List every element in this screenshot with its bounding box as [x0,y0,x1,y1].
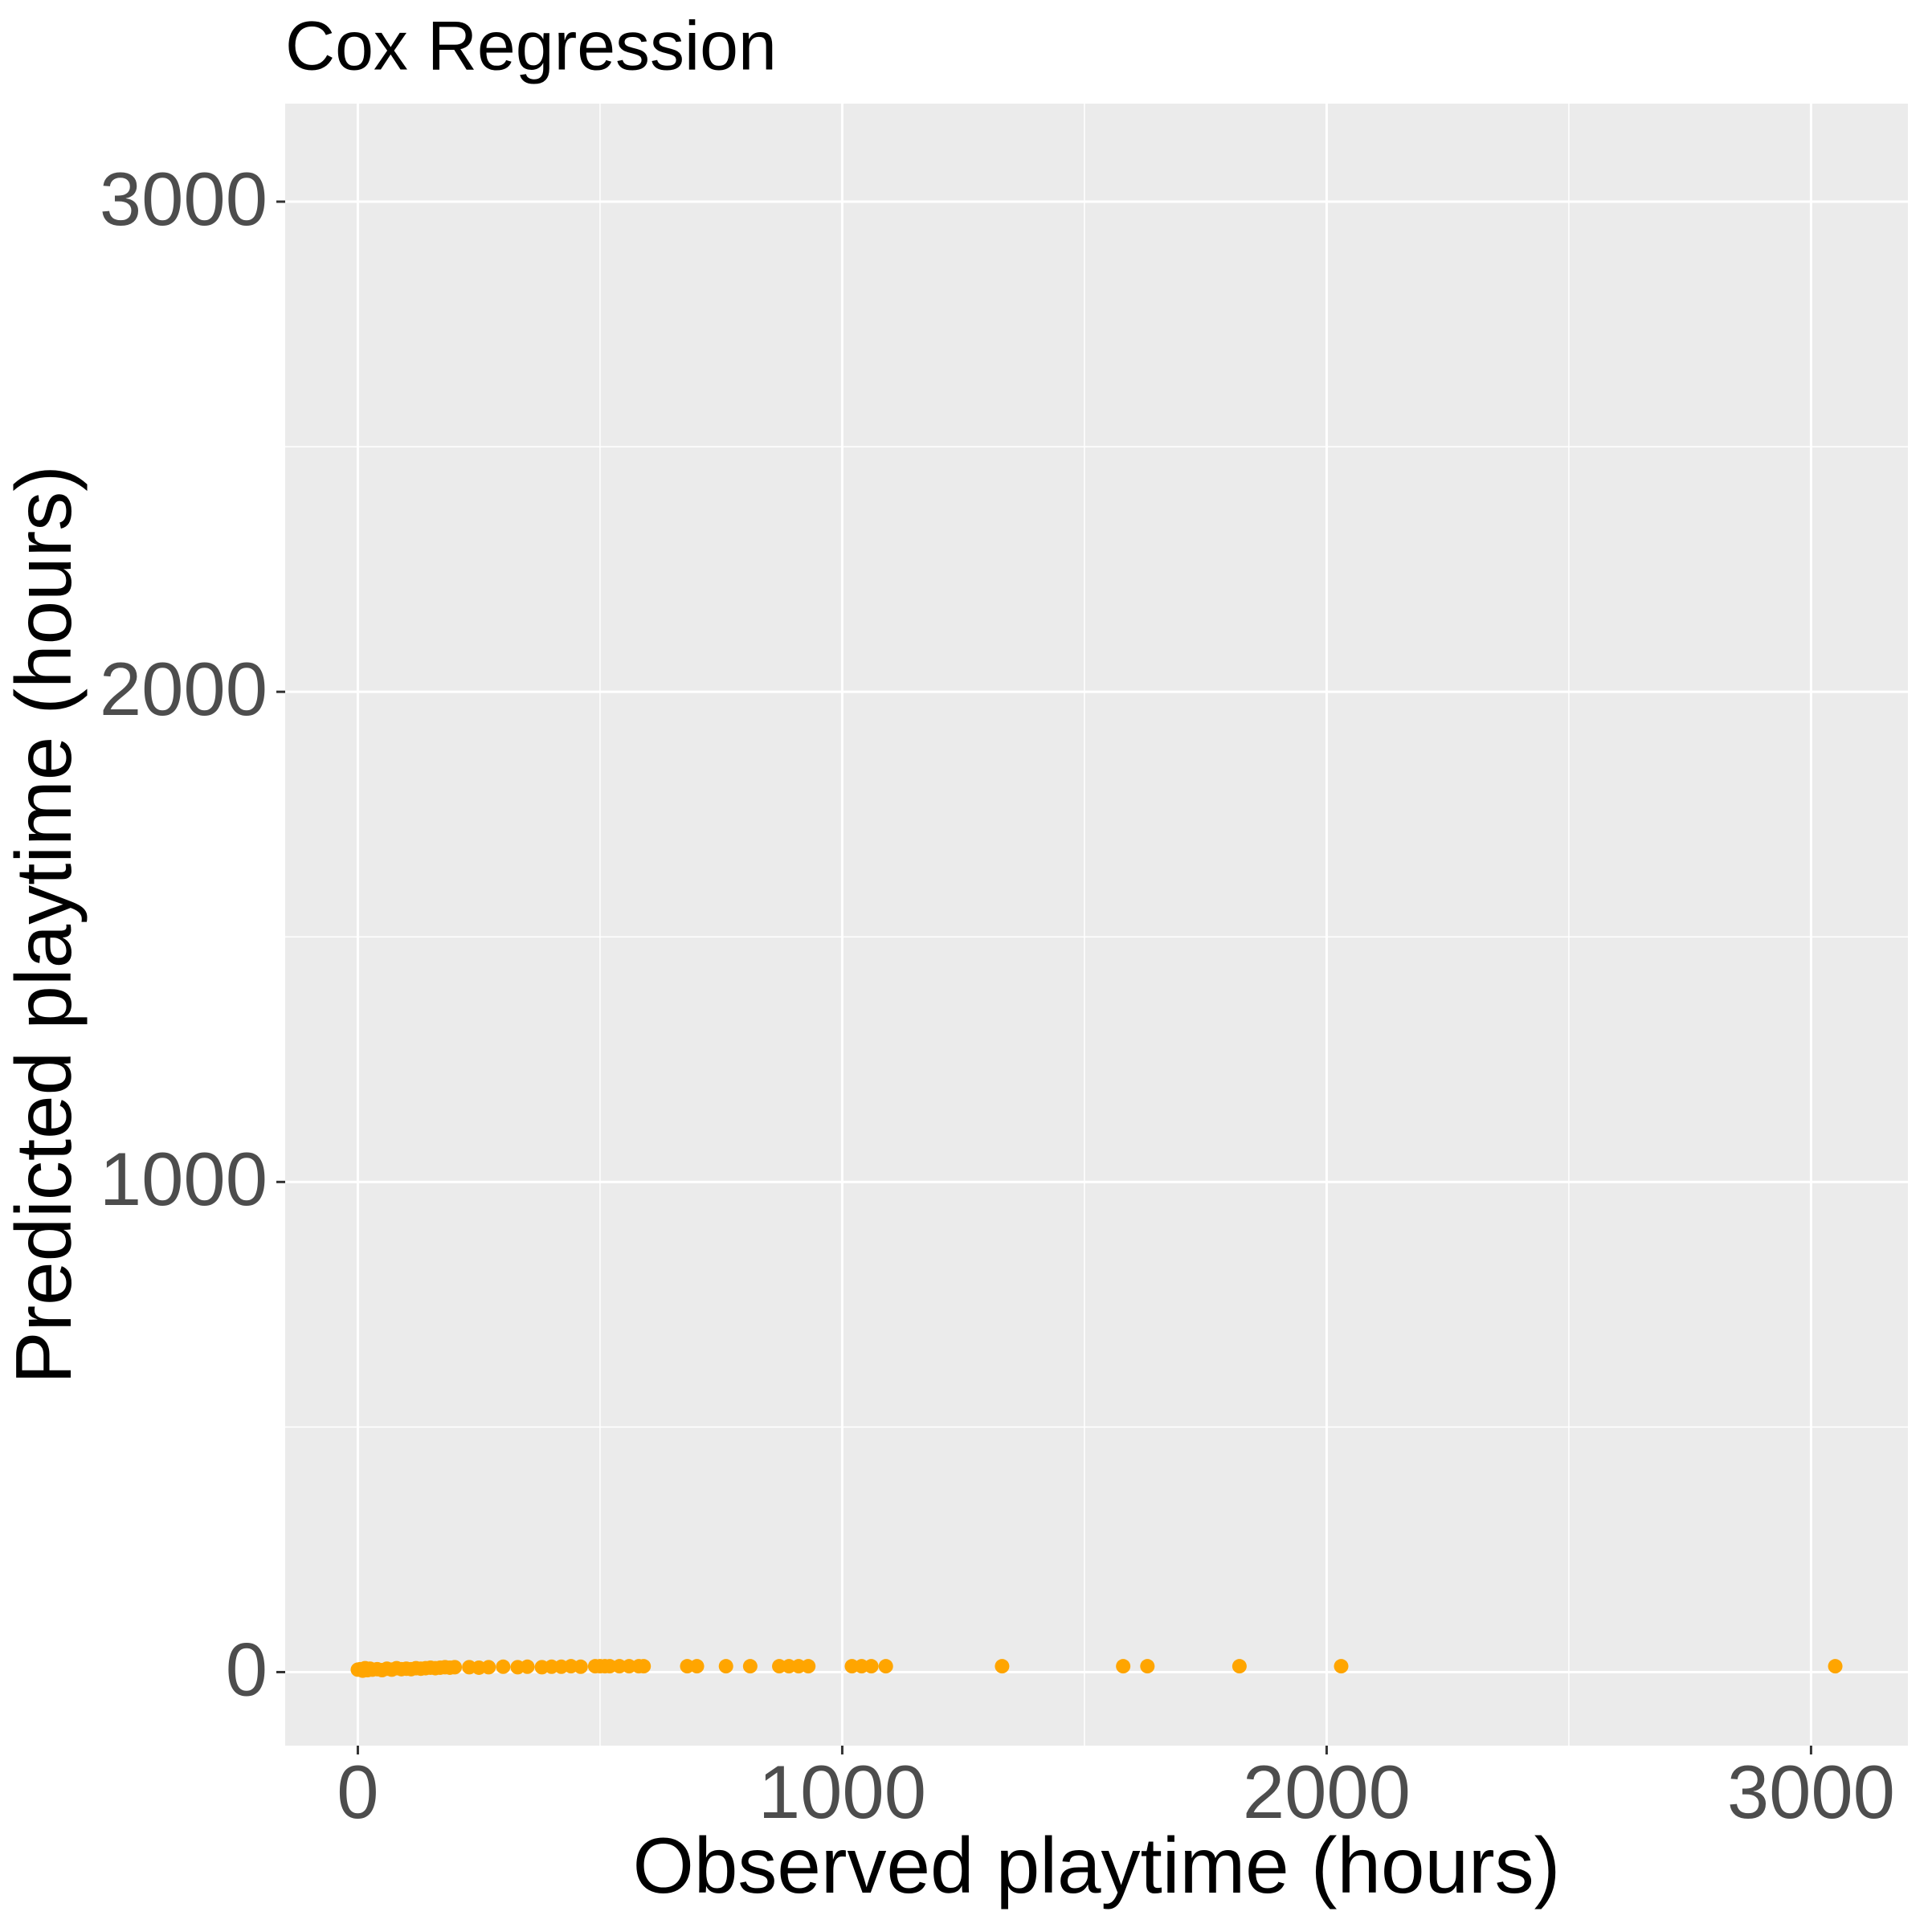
y-tick-label: 3000 [100,157,268,241]
x-tick-label: 3000 [1727,1750,1895,1834]
y-tick-label: 2000 [100,647,268,731]
point [481,1660,496,1675]
point [573,1659,588,1674]
x-tick-label: 1000 [758,1750,926,1834]
point [496,1659,511,1674]
y-tick-label: 0 [226,1627,268,1711]
point [689,1659,705,1674]
x-tick-label: 0 [337,1750,378,1834]
point [520,1659,535,1674]
point [1232,1659,1247,1674]
x-axis-label: Observed playtime (hours) [633,1821,1561,1910]
x-tick-label: 2000 [1243,1750,1411,1834]
point [447,1660,463,1675]
point [1828,1659,1843,1674]
point [1334,1659,1349,1674]
point [864,1659,879,1674]
y-axis-label: Predicted playtime (hours) [0,465,88,1384]
point [1116,1659,1131,1674]
chart-title: Cox Regression [285,8,777,85]
point [801,1659,816,1674]
y-tick-label: 1000 [100,1137,268,1221]
point [742,1659,758,1674]
point [1140,1659,1155,1674]
point [636,1659,652,1674]
plot-panel [285,104,1908,1746]
point [718,1659,733,1674]
point [995,1659,1010,1674]
point [878,1659,893,1674]
